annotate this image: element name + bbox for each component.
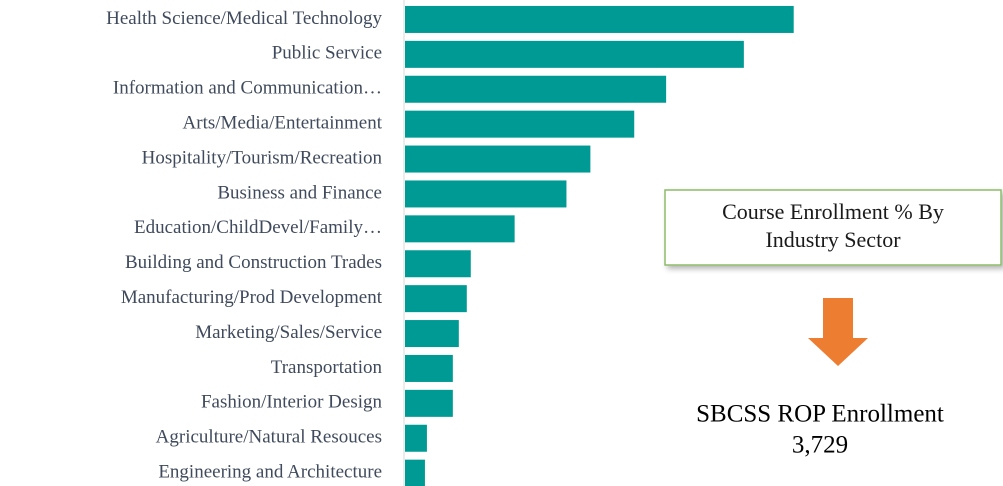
- category-label: Transportation: [271, 357, 383, 378]
- category-label: Arts/Media/Entertainment: [183, 113, 383, 134]
- bar: [405, 110, 635, 138]
- category-label: Business and Finance: [217, 182, 382, 203]
- category-label: Building and Construction Trades: [125, 252, 382, 273]
- bar: [405, 424, 427, 452]
- category-label: Marketing/Sales/Service: [195, 322, 382, 343]
- callout-arrow: [808, 298, 868, 366]
- category-label: Information and Communication…: [113, 78, 382, 99]
- total-label: SBCSS ROP Enrollment: [696, 401, 944, 428]
- callout-box: [664, 189, 1002, 266]
- bar: [405, 5, 794, 33]
- bar: [405, 354, 453, 382]
- bar: [405, 40, 744, 68]
- bar: [405, 285, 467, 313]
- category-label: Manufacturing/Prod Development: [121, 287, 383, 308]
- bar: [405, 320, 459, 348]
- category-label: Engineering and Architecture: [158, 462, 382, 483]
- bar: [405, 180, 567, 208]
- bar: [405, 145, 591, 173]
- bar: [405, 215, 515, 243]
- callout-text: Industry Sector: [765, 227, 901, 252]
- category-label: Fashion/Interior Design: [201, 392, 383, 413]
- category-label: Public Service: [272, 43, 382, 64]
- bar: [405, 459, 425, 486]
- category-label: Health Science/Medical Technology: [106, 8, 382, 29]
- bar: [405, 75, 667, 103]
- category-label: Hospitality/Tourism/Recreation: [142, 147, 383, 168]
- bar: [405, 389, 453, 417]
- category-label: Education/ChildDevel/Family…: [134, 217, 382, 238]
- bar: [405, 250, 471, 278]
- callout-text: Course Enrollment % By: [722, 199, 944, 224]
- total-value: 3,729: [792, 432, 848, 459]
- category-label: Agriculture/Natural Resouces: [156, 427, 382, 448]
